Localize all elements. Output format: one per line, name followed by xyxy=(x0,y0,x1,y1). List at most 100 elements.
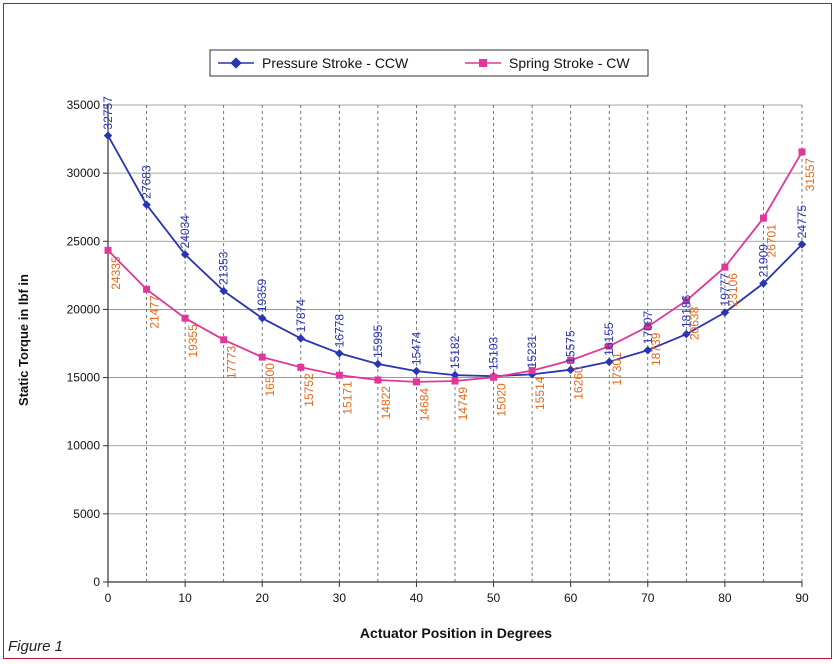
point-spring xyxy=(798,148,806,156)
x-tick-label: 70 xyxy=(641,591,655,605)
x-tick-label: 10 xyxy=(178,591,192,605)
point-pressure xyxy=(759,279,768,288)
point-spring xyxy=(451,377,459,385)
point-pressure xyxy=(180,250,190,259)
legend-box xyxy=(209,49,649,77)
axes: 0 5000 10000 15000 20000 25000 30000 35000 0 10 20… xyxy=(67,98,809,605)
legend-label-pressure: Pressure Stroke - CCW xyxy=(262,55,409,71)
point-spring xyxy=(567,356,575,364)
point-spring xyxy=(759,214,767,222)
y-tick-label: 5000 xyxy=(73,507,100,521)
y-tick-label: 25000 xyxy=(67,234,101,248)
point-spring xyxy=(297,363,305,371)
data-label-pressure: 17874 xyxy=(294,299,308,333)
data-label-spring: 26701 xyxy=(764,224,778,258)
point-pressure xyxy=(450,370,460,380)
point-spring xyxy=(374,376,382,384)
data-label-pressure: 24034 xyxy=(178,215,192,249)
data-label-pressure: 15182 xyxy=(448,335,462,369)
x-tick-label: 80 xyxy=(718,591,732,605)
point-pressure xyxy=(412,366,421,376)
grid-lines xyxy=(108,104,803,582)
data-label-spring: 16500 xyxy=(263,363,277,397)
point-spring xyxy=(528,367,536,375)
point-spring xyxy=(258,353,266,361)
data-label-pressure: 27683 xyxy=(140,165,154,199)
point-pressure xyxy=(142,200,151,209)
point-pressure xyxy=(720,308,730,317)
x-tick-label: 40 xyxy=(410,591,424,605)
point-spring xyxy=(335,371,343,379)
data-label-pressure: 19359 xyxy=(255,278,269,312)
point-spring xyxy=(181,314,189,322)
x-tick-label: 60 xyxy=(564,591,578,605)
point-pressure xyxy=(296,334,306,343)
data-label-spring: 17773 xyxy=(225,345,239,379)
data-label-spring: 19355 xyxy=(186,324,200,358)
data-label-pressure: 24775 xyxy=(795,205,809,239)
figure-frame xyxy=(3,3,832,659)
point-pressure xyxy=(566,365,575,374)
data-label-spring: 15752 xyxy=(302,373,316,407)
data-label-spring: 15171 xyxy=(340,381,354,415)
data-labels: 32757 27683 24034 21353 19359 17874 16778 15995… xyxy=(101,96,817,421)
point-pressure xyxy=(373,359,383,369)
legend-marker-spring xyxy=(479,59,487,67)
data-label-spring: 20638 xyxy=(687,306,701,340)
data-label-pressure: 17007 xyxy=(641,311,655,345)
data-label-spring: 21477 xyxy=(148,295,162,329)
data-label-spring: 15020 xyxy=(495,383,509,417)
point-spring xyxy=(143,285,151,293)
point-pressure xyxy=(604,357,614,367)
data-label-spring: 24335 xyxy=(109,256,123,290)
point-pressure xyxy=(257,313,267,323)
x-tick-label: 0 xyxy=(105,591,112,605)
data-label-pressure: 15474 xyxy=(409,331,423,365)
data-label-pressure: 15995 xyxy=(371,324,385,358)
data-label-spring: 31557 xyxy=(803,158,817,192)
legend: Pressure Stroke - CCW Spring Stroke - CW xyxy=(209,49,649,77)
data-label-pressure: 16155 xyxy=(602,322,616,356)
point-spring xyxy=(104,246,112,254)
y-tick-label: 20000 xyxy=(67,302,101,316)
data-label-spring: 14822 xyxy=(379,386,393,420)
data-label-pressure: 15231 xyxy=(525,335,539,369)
data-label-spring: 14749 xyxy=(456,387,470,421)
data-label-spring: 16260 xyxy=(572,366,586,400)
x-axis-title: Actuator Position in Degrees xyxy=(360,625,552,641)
point-spring xyxy=(721,263,729,271)
data-label-pressure: 32757 xyxy=(101,96,115,130)
point-pressure xyxy=(682,329,691,339)
data-label-spring: 17301 xyxy=(610,352,624,386)
y-tick-label: 0 xyxy=(93,575,100,589)
series-lines xyxy=(103,131,807,386)
figure-caption: Figure 1 xyxy=(8,638,64,655)
x-tick-label: 30 xyxy=(333,591,347,605)
y-tick-label: 15000 xyxy=(67,371,101,385)
y-axis-title: Static Torque in lbf in xyxy=(16,274,31,406)
point-spring xyxy=(412,378,420,386)
data-label-pressure: 21353 xyxy=(217,251,231,285)
point-spring xyxy=(682,297,690,305)
data-label-spring: 15514 xyxy=(533,376,547,410)
data-label-spring: 18739 xyxy=(649,332,663,366)
data-label-spring: 14684 xyxy=(417,388,431,422)
point-spring xyxy=(490,373,498,381)
point-spring xyxy=(644,323,652,331)
point-pressure xyxy=(643,345,653,355)
point-pressure xyxy=(103,131,113,140)
data-label-pressure: 15575 xyxy=(564,330,578,364)
point-pressure xyxy=(219,286,228,296)
data-label-pressure: 21909 xyxy=(756,244,770,278)
data-label-pressure: 16778 xyxy=(332,314,346,348)
data-label-pressure: 15103 xyxy=(487,336,501,370)
y-tick-label: 10000 xyxy=(67,439,101,453)
x-tick-label: 20 xyxy=(256,591,270,605)
y-tick-label: 35000 xyxy=(67,98,101,112)
y-tick-label: 30000 xyxy=(67,166,101,180)
data-label-pressure: 19777 xyxy=(718,273,732,307)
data-label-pressure: 18186 xyxy=(679,294,693,328)
point-spring xyxy=(220,336,228,344)
x-tick-label: 90 xyxy=(795,591,809,605)
